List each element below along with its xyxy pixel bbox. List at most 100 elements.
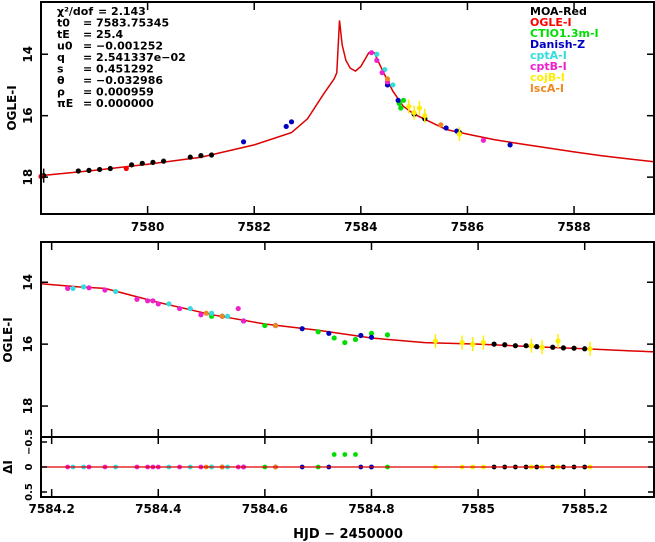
- top-xtick-label: 7586: [451, 220, 484, 234]
- bottom-point-cpta-i: [70, 285, 76, 292]
- bottom-point-cpta-i: [113, 288, 119, 295]
- bottom-model-curve: [40, 283, 655, 353]
- bottom-ytick-label: 14: [21, 274, 35, 291]
- bottom-point-cptb-i: [65, 285, 71, 292]
- fit-param-label: q: [57, 51, 65, 64]
- top-point-danish-z: [288, 119, 295, 125]
- fit-param-value: = 2.143: [98, 5, 146, 18]
- top-point-danish-z: [443, 125, 449, 131]
- top-point-lsca-i: [384, 76, 391, 82]
- bottom-point-ctio1-3m-i: [368, 330, 375, 336]
- top-ticks: 14 16 18 7580 7582 7584 7586 7588: [21, 2, 654, 234]
- top-point-moa-red: [97, 166, 103, 173]
- bottom-point-moa-red: [502, 342, 508, 348]
- residual-ytick-label: 0: [24, 463, 35, 470]
- bottom-point-danish-z: [299, 326, 305, 332]
- bottom-point-moa-red: [582, 346, 588, 352]
- legend-item: cptB-I: [530, 60, 567, 73]
- bottom-point-cptb-i: [176, 305, 183, 312]
- residual-xtick-label: 7584.4: [135, 502, 181, 516]
- fit-param-label: u0: [57, 40, 73, 53]
- top-point-cptb-i: [379, 70, 385, 76]
- residual-ylabel: ΔI: [1, 460, 15, 474]
- bottom-ticks: 14 16 18: [21, 274, 654, 415]
- top-point-cptb-i: [480, 137, 487, 143]
- top-point-moa-red: [198, 153, 204, 159]
- fit-param-value: = 0.451292: [83, 63, 154, 76]
- bottom-frame: [40, 241, 655, 438]
- fit-param-value: = 0.000000: [83, 97, 154, 110]
- top-point-moa-red: [86, 167, 92, 173]
- top-point-danish-z: [283, 123, 289, 130]
- bottom-point-ctio1-3m-i: [352, 336, 359, 343]
- top-point-cpta-i: [374, 51, 380, 57]
- legend-item: OGLE-I: [530, 16, 572, 29]
- bottom-point-moa-red: [512, 343, 519, 349]
- fit-param-value: = −0.001252: [83, 40, 163, 53]
- top-xtick-label: 7580: [131, 220, 164, 234]
- bottom-point-danish-z: [358, 332, 364, 339]
- top-point-ogle-i: [123, 165, 129, 172]
- top-panel: 14 16 18 7580 7582 7584 7586 7588 OGLE-I χ²/dof…: [5, 1, 655, 234]
- top-point-danish-z: [240, 139, 247, 145]
- fit-param-value: = 7583.75345: [83, 17, 169, 30]
- bottom-point-cpta-i: [166, 301, 172, 307]
- bottom-ytick-label: 18: [21, 398, 35, 415]
- top-point-danish-z: [507, 142, 513, 148]
- bottom-point-cptb-i: [150, 298, 156, 304]
- bottom-point-danish-z: [368, 334, 375, 340]
- bottom-point-cptb-i: [86, 285, 92, 291]
- bottom-point-danish-z: [326, 330, 332, 336]
- top-point-moa-red: [139, 160, 145, 166]
- top-point-moa-red: [107, 165, 113, 172]
- bottom-point-moa-red: [491, 341, 497, 347]
- top-model-curve: [40, 20, 655, 177]
- top-point-moa-red: [208, 152, 215, 158]
- top-point-danish-z: [395, 97, 401, 103]
- fit-param-label: t0: [57, 17, 70, 30]
- top-point-moa-red: [129, 162, 135, 168]
- bottom-point-ctio1-3m-i: [262, 322, 268, 329]
- bottom-point-lsca-i: [219, 313, 225, 319]
- legend-item: cojB-I: [530, 71, 565, 84]
- bottom-point-lsca-i: [272, 322, 279, 329]
- top-ytick-label: 18: [21, 169, 35, 186]
- fit-param-value: = 2.541337e−02: [83, 51, 186, 64]
- legend-item: MOA-Red: [530, 5, 587, 18]
- top-point-cptb-i: [374, 57, 380, 63]
- bottom-point-lsca-i: [203, 310, 209, 316]
- bottom-point-cptb-i: [145, 298, 151, 304]
- bottom-data-points: [65, 284, 593, 356]
- bottom-panel: 14 16 18 OGLE-I: [1, 241, 655, 438]
- bottom-point-cpta-i: [81, 284, 87, 290]
- fit-param-value: = 25.4: [83, 28, 124, 41]
- residual-ytick-label: −0.5: [24, 429, 35, 455]
- top-point-moa-red: [75, 168, 81, 174]
- top-xtick-label: 7582: [238, 220, 271, 234]
- legend-item: Danish-Z: [530, 38, 585, 51]
- bottom-point-moa-red: [560, 345, 566, 351]
- top-point-moa-red: [187, 154, 193, 160]
- residual-ticks: 7584.2 7584.4 7584.6 7584.8 7585 7585.2 0.5 0 −0…: [24, 242, 654, 516]
- bottom-point-moa-red: [571, 345, 577, 351]
- top-ytick-label: 16: [21, 107, 35, 124]
- top-point-moa-red: [150, 159, 156, 165]
- bottom-point-cptb-i: [235, 305, 241, 312]
- residual-point-ctio1-3m-i: [342, 452, 348, 457]
- top-ytick-label: 14: [21, 46, 35, 63]
- bottom-point-ctio1-3m-i: [342, 339, 348, 346]
- fit-param-label: χ²/dof: [57, 5, 93, 18]
- top-point-moa-red: [161, 158, 167, 164]
- bottom-point-cptb-i: [134, 296, 140, 302]
- residual-xtick-label: 7584.2: [29, 502, 75, 516]
- fit-param-value: = 0.000959: [83, 86, 154, 99]
- fit-param-label: s: [57, 63, 64, 76]
- bottom-point-cpta-i: [208, 310, 215, 316]
- fit-param-label: θ: [57, 74, 65, 87]
- fit-param-label: ρ: [57, 86, 65, 99]
- bottom-point-cpta-i: [224, 313, 231, 319]
- bottom-point-moa-red: [523, 343, 529, 349]
- residual-point-ctio1-3m-i: [353, 452, 358, 457]
- bottom-point-moa-red: [534, 344, 540, 350]
